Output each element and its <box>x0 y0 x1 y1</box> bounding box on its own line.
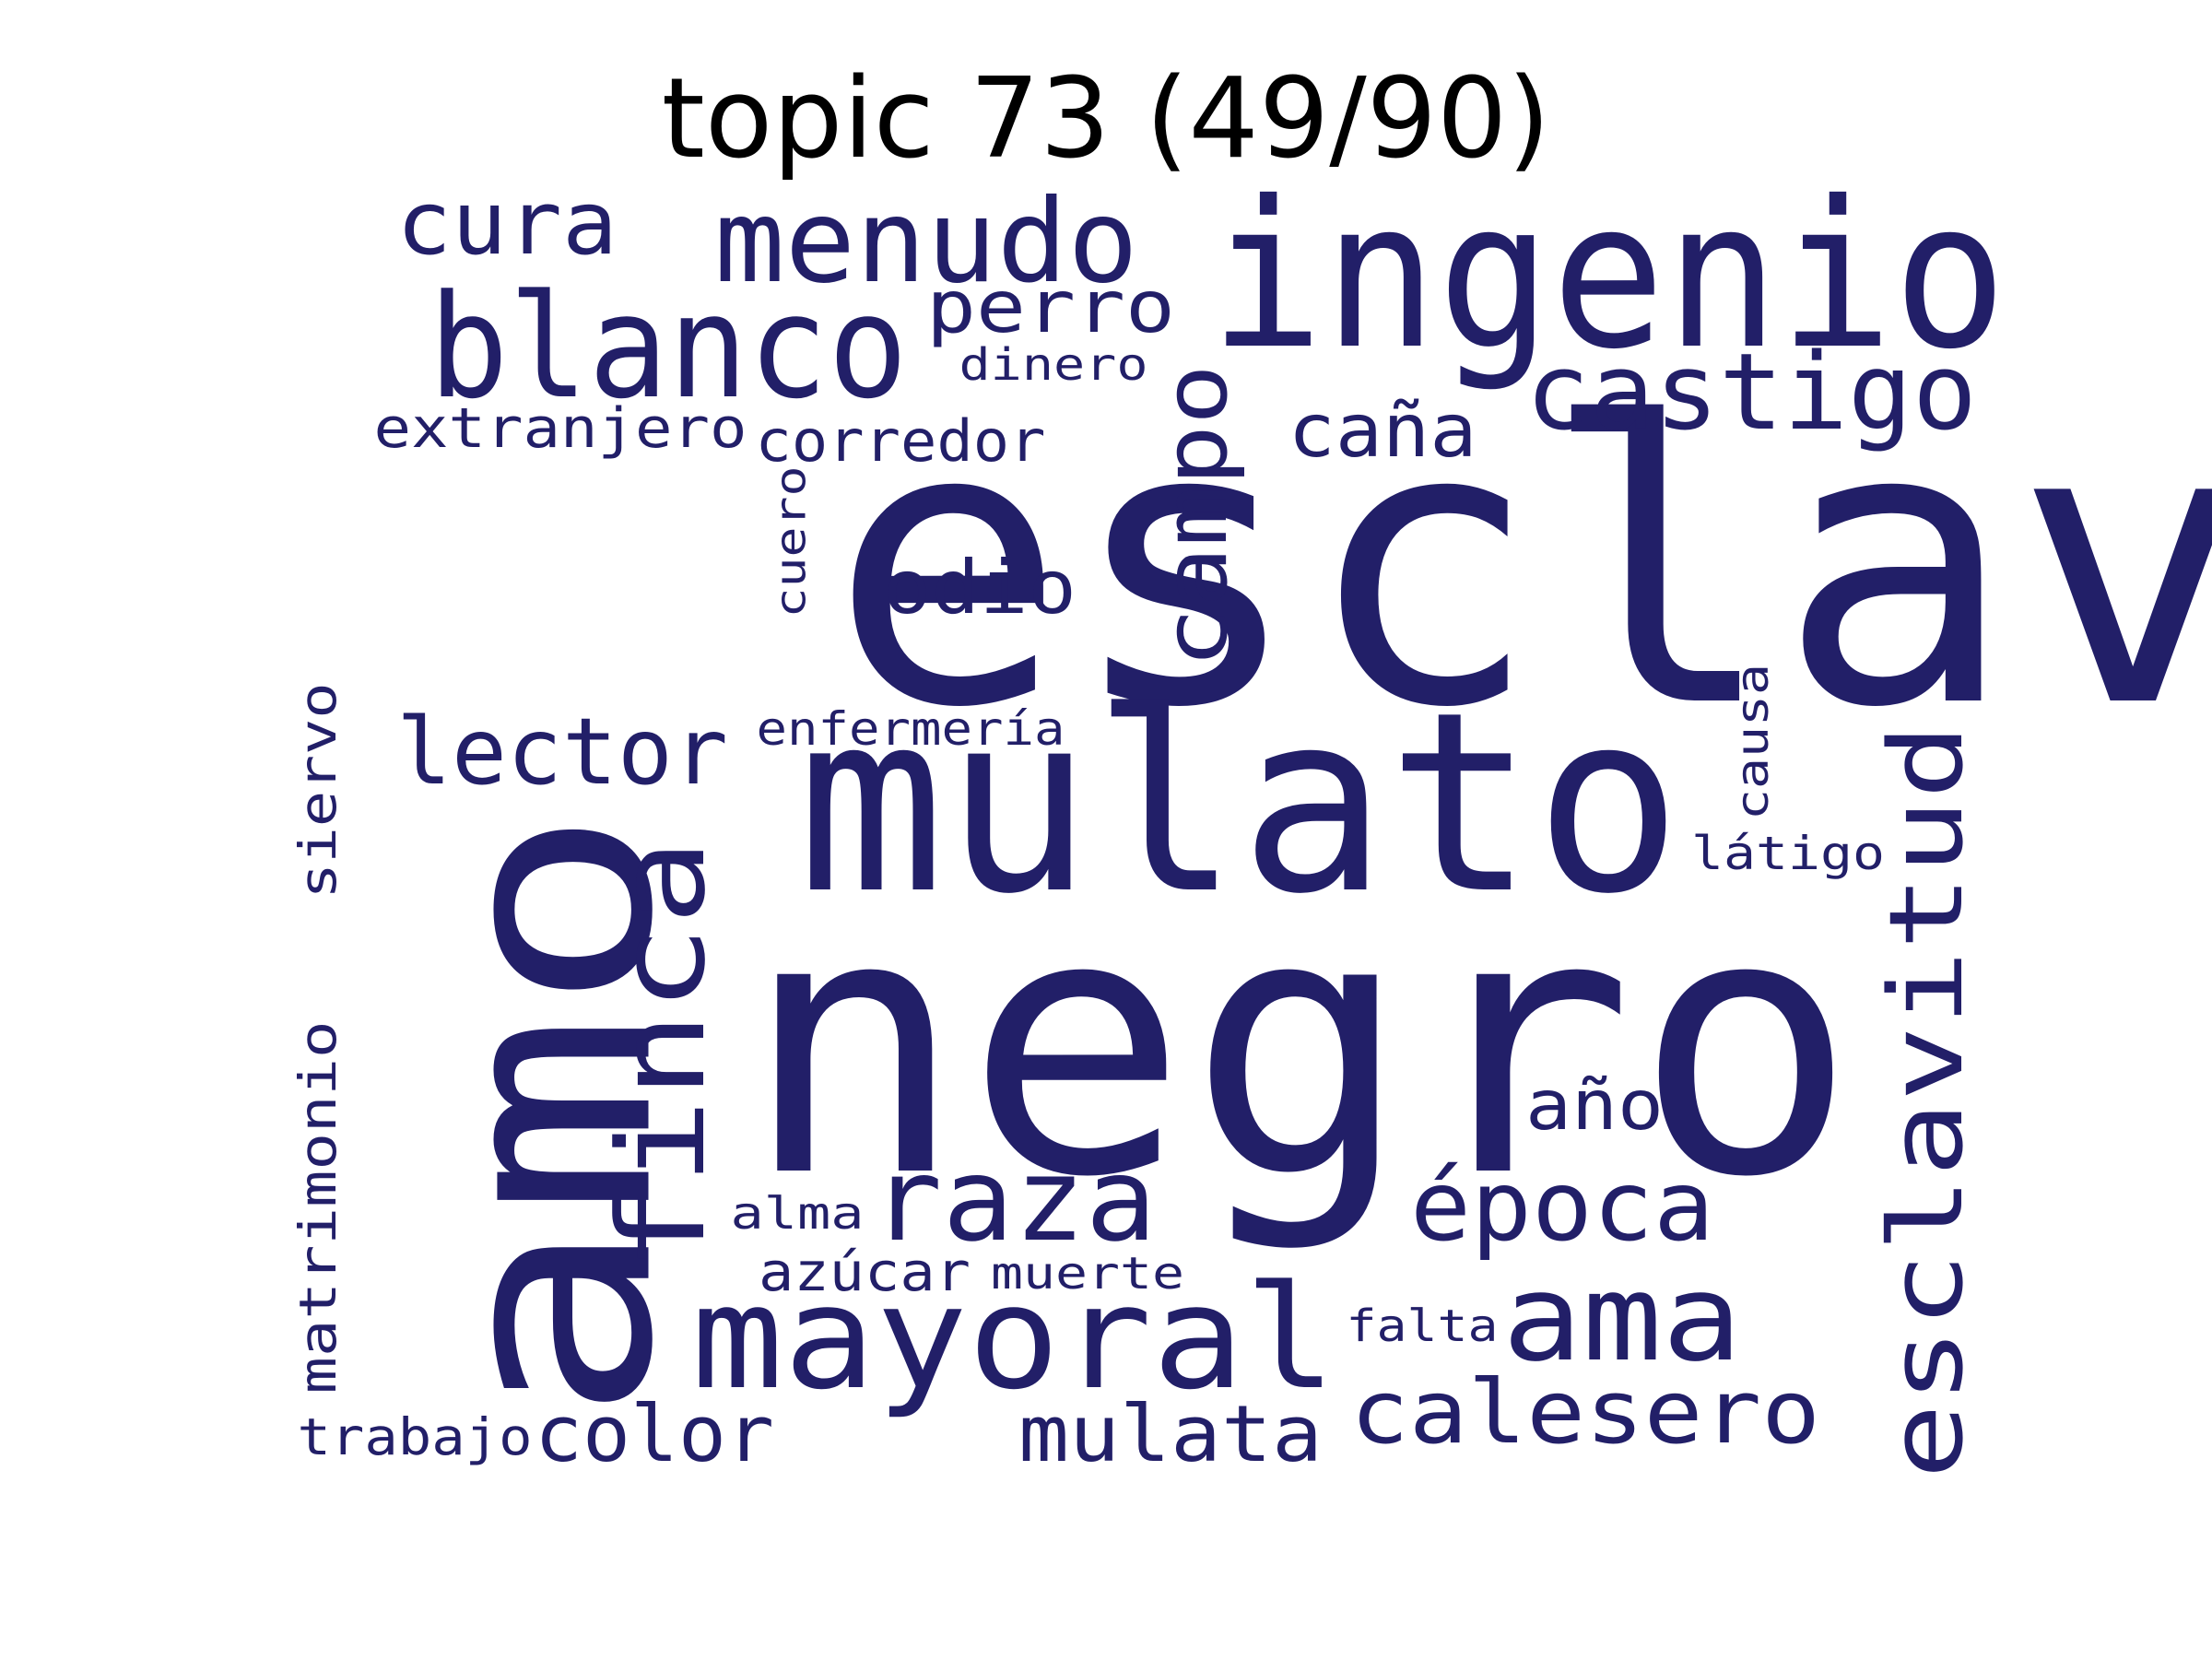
word-mulato: mulato <box>797 658 1682 948</box>
word-calesero: calesero <box>1350 1362 1820 1464</box>
word-enfermeria: enfermería <box>757 702 1065 756</box>
word-ingenio: ingenio <box>1210 158 2007 394</box>
word-ama: ama <box>1502 1248 1742 1388</box>
word-campo: campo <box>1146 364 1247 668</box>
word-finca: finca <box>592 839 732 1272</box>
word-lector: lector <box>396 698 728 806</box>
word-mayoral: mayoral <box>691 1254 1336 1421</box>
word-perro: perro <box>926 266 1175 349</box>
word-esclavitud: esclavitud <box>1867 724 1985 1479</box>
word-menudo: menudo <box>714 175 1138 309</box>
word-ano: año <box>1525 1065 1664 1146</box>
word-falta: falta <box>1347 1300 1499 1352</box>
word-alma: alma <box>731 1188 865 1240</box>
word-matrimonio: matrimonio <box>288 1021 347 1394</box>
word-amo: amo <box>393 806 714 1424</box>
word-dinero: dinero <box>959 339 1148 391</box>
word-cura: cura <box>396 173 618 275</box>
word-raza: raza <box>871 1134 1157 1267</box>
word-blanco: blanco <box>429 264 908 430</box>
word-epoca: época <box>1410 1150 1714 1263</box>
word-siervo: siervo <box>288 683 347 900</box>
word-cuero: cuero <box>767 466 816 618</box>
word-azucar: azúcar <box>759 1241 971 1303</box>
word-cana: caña <box>1288 388 1477 474</box>
word-negro: negro <box>742 837 1857 1255</box>
word-mulata: mulata <box>1018 1389 1323 1480</box>
word-muerte: muerte <box>991 1248 1184 1300</box>
word-color: color <box>535 1389 774 1480</box>
word-latigo: látigo <box>1691 827 1885 880</box>
word-corredor: corredor <box>756 407 1046 475</box>
word-causa: causa <box>1727 664 1779 820</box>
word-extranjero: extranjero <box>374 396 747 461</box>
word-trabajo: trabajo <box>298 1407 533 1466</box>
chart-title: topic 73 (49/90) <box>661 55 1551 183</box>
word-odio: odio <box>883 545 1077 630</box>
word-esclavo: esclavo <box>830 342 2212 793</box>
word-castigo: castigo <box>1525 331 1977 454</box>
